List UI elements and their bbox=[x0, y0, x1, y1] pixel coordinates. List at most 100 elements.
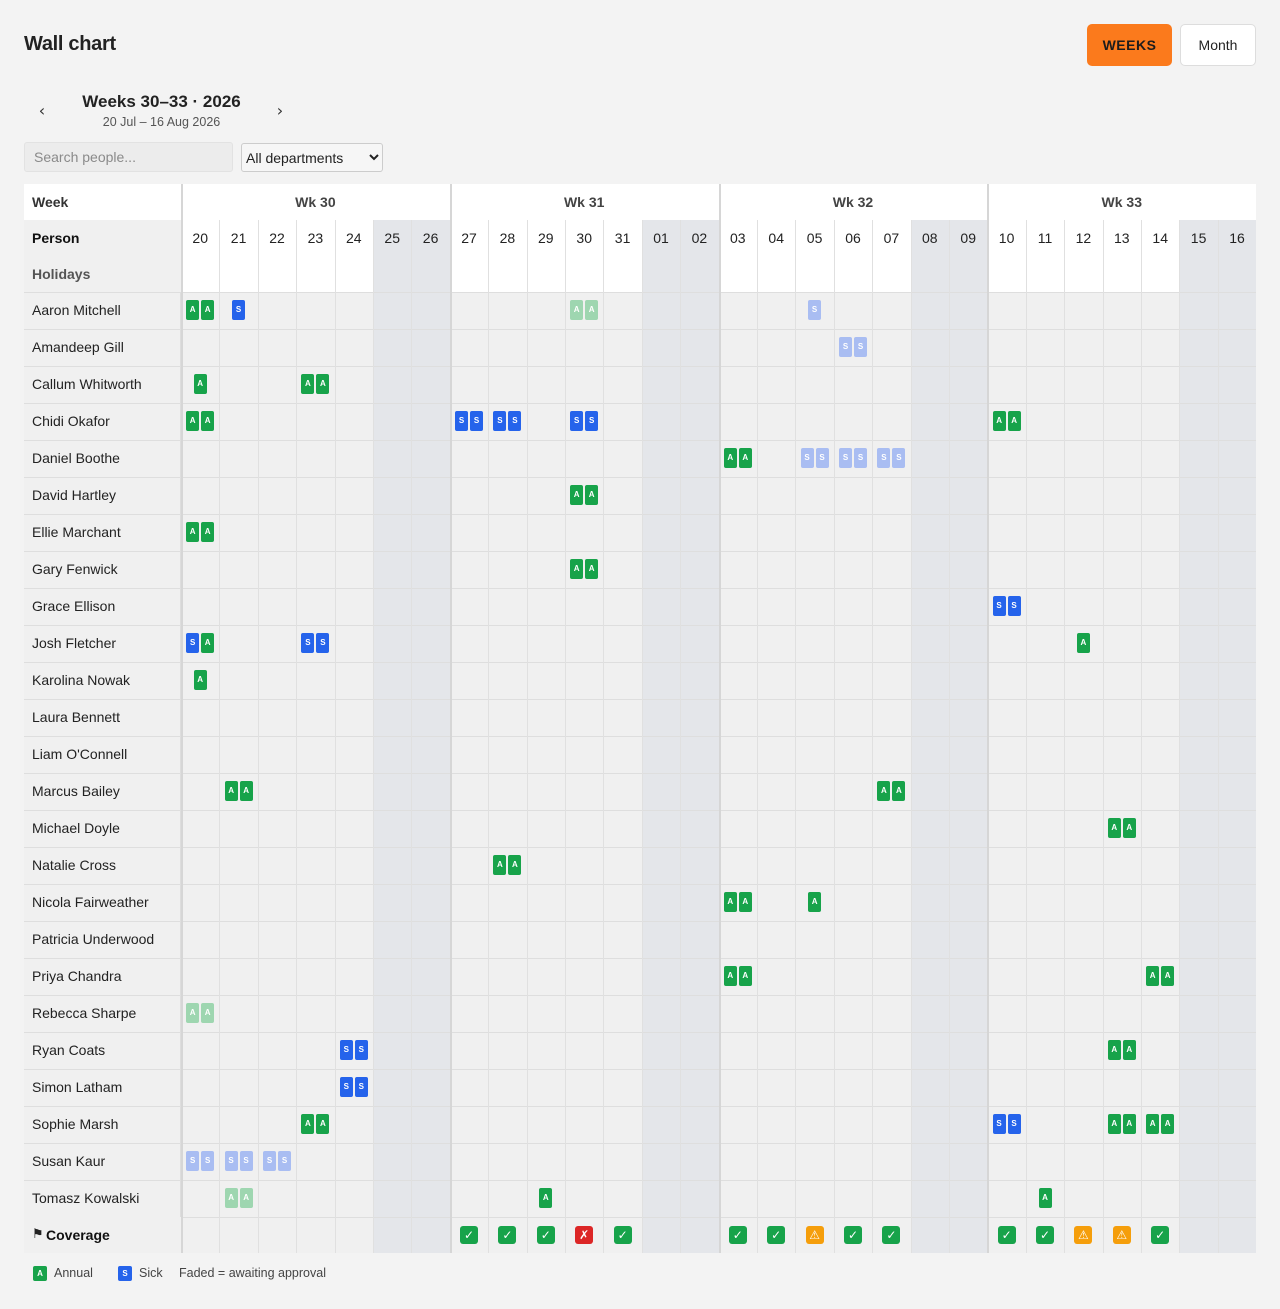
sick-leave-marker[interactable]: S bbox=[508, 411, 522, 431]
sick-leave-marker[interactable]: S bbox=[570, 411, 584, 431]
person-name[interactable]: Susan Kaur bbox=[32, 1153, 106, 1169]
annual-leave-marker[interactable]: A bbox=[1107, 1114, 1121, 1134]
person-name[interactable]: Ryan Coats bbox=[32, 1042, 106, 1058]
annual-leave-marker[interactable]: A bbox=[585, 559, 599, 579]
coverage-ok-icon[interactable]: ✓ bbox=[536, 1226, 555, 1244]
annual-leave-marker[interactable]: A bbox=[301, 1114, 315, 1134]
sick-leave-marker[interactable]: S bbox=[815, 448, 829, 468]
coverage-warning-icon[interactable]: ⚠ bbox=[1074, 1226, 1093, 1244]
annual-leave-marker[interactable]: A bbox=[585, 485, 599, 505]
person-name[interactable]: Gary Fenwick bbox=[32, 561, 118, 577]
annual-leave-marker[interactable]: A bbox=[1076, 633, 1090, 653]
annual-leave-marker[interactable]: A bbox=[738, 892, 752, 912]
annual-leave-marker[interactable]: A bbox=[201, 300, 215, 320]
annual-leave-marker[interactable]: A bbox=[738, 966, 752, 986]
person-name[interactable]: Grace Ellison bbox=[32, 598, 116, 614]
sick-leave-marker[interactable]: S bbox=[1007, 1114, 1021, 1134]
sick-leave-marker[interactable]: S bbox=[854, 448, 867, 468]
annual-leave-marker[interactable]: A bbox=[316, 374, 330, 394]
annual-leave-marker[interactable]: A bbox=[224, 1188, 238, 1208]
coverage-ok-icon[interactable]: ✓ bbox=[498, 1226, 517, 1244]
person-name[interactable]: Josh Fletcher bbox=[32, 635, 117, 651]
sick-leave-marker[interactable]: S bbox=[339, 1040, 353, 1060]
person-name[interactable]: Laura Bennett bbox=[32, 709, 120, 725]
person-name[interactable]: Priya Chandra bbox=[32, 968, 122, 984]
annual-leave-marker[interactable]: A bbox=[570, 559, 584, 579]
annual-leave-marker[interactable]: A bbox=[1122, 1040, 1136, 1060]
coverage-ok-icon[interactable]: ✓ bbox=[1151, 1226, 1170, 1244]
month-view-button[interactable]: Month bbox=[1180, 24, 1256, 66]
annual-leave-marker[interactable]: A bbox=[224, 781, 238, 801]
annual-leave-marker[interactable]: A bbox=[186, 522, 200, 542]
annual-leave-marker[interactable]: A bbox=[1107, 1040, 1121, 1060]
annual-leave-marker[interactable]: A bbox=[585, 300, 599, 320]
annual-leave-marker[interactable]: A bbox=[1161, 966, 1175, 986]
person-name[interactable]: Callum Whitworth bbox=[32, 376, 142, 392]
sick-leave-marker[interactable]: S bbox=[808, 300, 822, 320]
annual-leave-marker[interactable]: A bbox=[877, 781, 891, 801]
annual-leave-marker[interactable]: A bbox=[570, 300, 584, 320]
annual-leave-marker[interactable]: A bbox=[301, 374, 315, 394]
person-name[interactable]: Liam O'Connell bbox=[32, 746, 128, 762]
annual-leave-marker[interactable]: A bbox=[193, 374, 207, 394]
sick-leave-marker[interactable]: S bbox=[892, 448, 906, 468]
annual-leave-marker[interactable]: A bbox=[1146, 1114, 1160, 1134]
coverage-warning-icon[interactable]: ⚠ bbox=[805, 1226, 824, 1244]
sick-leave-marker[interactable]: S bbox=[224, 1151, 238, 1171]
sick-leave-marker[interactable]: S bbox=[455, 411, 468, 431]
sick-leave-marker[interactable]: S bbox=[800, 448, 814, 468]
person-name[interactable]: Daniel Boothe bbox=[32, 450, 120, 466]
person-name[interactable]: Michael Doyle bbox=[32, 820, 120, 836]
person-name[interactable]: Amandeep Gill bbox=[32, 339, 124, 355]
annual-leave-marker[interactable]: A bbox=[1161, 1114, 1175, 1134]
next-period-button[interactable]: › bbox=[270, 100, 290, 120]
coverage-ok-icon[interactable]: ✓ bbox=[767, 1226, 786, 1244]
sick-leave-marker[interactable]: S bbox=[301, 633, 315, 653]
annual-leave-marker[interactable]: A bbox=[738, 448, 752, 468]
search-people-input[interactable] bbox=[24, 142, 233, 172]
annual-leave-marker[interactable]: A bbox=[508, 855, 522, 875]
person-name[interactable]: Ellie Marchant bbox=[32, 524, 121, 540]
person-name[interactable]: Sophie Marsh bbox=[32, 1116, 119, 1132]
coverage-ok-icon[interactable]: ✓ bbox=[844, 1226, 862, 1244]
coverage-ok-icon[interactable]: ✓ bbox=[613, 1226, 632, 1244]
annual-leave-marker[interactable]: A bbox=[1038, 1188, 1052, 1208]
annual-leave-marker[interactable]: A bbox=[201, 522, 215, 542]
annual-leave-marker[interactable]: A bbox=[539, 1188, 553, 1208]
sick-leave-marker[interactable]: S bbox=[585, 411, 599, 431]
sick-leave-marker[interactable]: S bbox=[470, 411, 483, 431]
person-name[interactable]: Patricia Underwood bbox=[32, 931, 155, 947]
sick-leave-marker[interactable]: S bbox=[854, 337, 867, 357]
annual-leave-marker[interactable]: A bbox=[316, 1114, 330, 1134]
sick-leave-marker[interactable]: S bbox=[263, 1151, 276, 1171]
person-name[interactable]: Rebecca Sharpe bbox=[32, 1005, 137, 1021]
annual-leave-marker[interactable]: A bbox=[193, 670, 207, 690]
sick-leave-marker[interactable]: S bbox=[354, 1040, 368, 1060]
sick-leave-marker[interactable]: S bbox=[992, 1114, 1006, 1134]
weeks-view-button[interactable]: WEEKS bbox=[1087, 24, 1172, 66]
annual-leave-marker[interactable]: A bbox=[201, 633, 215, 653]
sick-leave-marker[interactable]: S bbox=[232, 300, 246, 320]
coverage-ok-icon[interactable]: ✓ bbox=[997, 1226, 1016, 1244]
coverage-ok-icon[interactable]: ✓ bbox=[1036, 1226, 1054, 1244]
sick-leave-marker[interactable]: S bbox=[239, 1151, 253, 1171]
annual-leave-marker[interactable]: A bbox=[723, 892, 737, 912]
annual-leave-marker[interactable]: A bbox=[239, 1188, 253, 1208]
annual-leave-marker[interactable]: A bbox=[723, 448, 737, 468]
sick-leave-marker[interactable]: S bbox=[877, 448, 891, 468]
sick-leave-marker[interactable]: S bbox=[493, 411, 507, 431]
sick-leave-marker[interactable]: S bbox=[201, 1151, 215, 1171]
annual-leave-marker[interactable]: A bbox=[1107, 818, 1121, 838]
coverage-ok-icon[interactable]: ✓ bbox=[882, 1226, 901, 1244]
person-name[interactable]: Marcus Bailey bbox=[32, 783, 120, 799]
coverage-warning-icon[interactable]: ⚠ bbox=[1112, 1226, 1131, 1244]
annual-leave-marker[interactable]: A bbox=[892, 781, 906, 801]
sick-leave-marker[interactable]: S bbox=[186, 1151, 200, 1171]
sick-leave-marker[interactable]: S bbox=[354, 1077, 368, 1097]
coverage-ok-icon[interactable]: ✓ bbox=[460, 1226, 478, 1244]
annual-leave-marker[interactable]: A bbox=[186, 1003, 200, 1023]
person-name[interactable]: Simon Latham bbox=[32, 1079, 123, 1095]
annual-leave-marker[interactable]: A bbox=[186, 300, 200, 320]
sick-leave-marker[interactable]: S bbox=[339, 1077, 353, 1097]
previous-period-button[interactable]: ‹ bbox=[32, 100, 52, 120]
